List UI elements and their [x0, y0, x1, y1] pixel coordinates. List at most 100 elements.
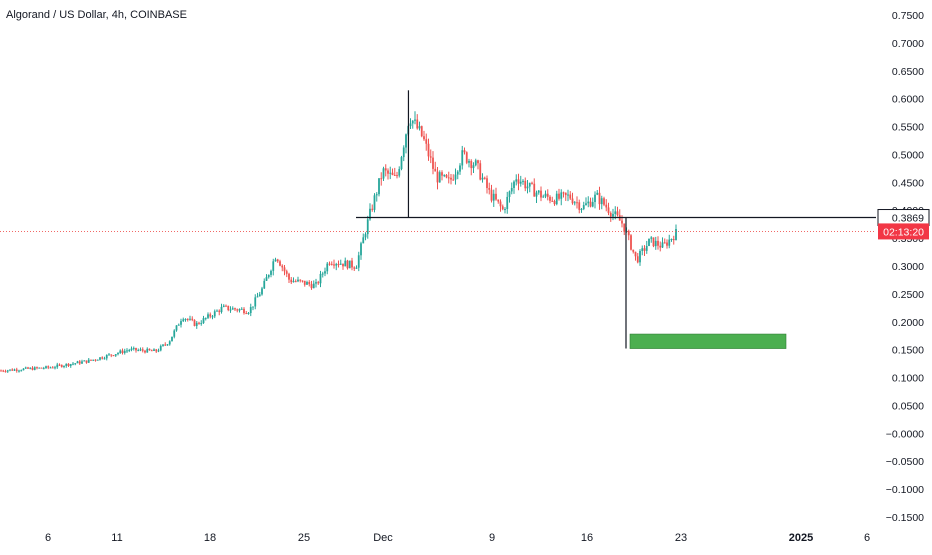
- candle-body: [40, 367, 43, 369]
- candle-body: [576, 202, 578, 204]
- candle-body: [292, 281, 295, 283]
- candle-body: [623, 223, 626, 232]
- candle-body: [429, 156, 432, 158]
- candle-body: [522, 180, 524, 182]
- candle-body: [411, 120, 414, 124]
- candle-body: [207, 314, 209, 318]
- candle-body: [405, 134, 407, 148]
- time-tick-label: 18: [204, 532, 216, 544]
- candle-body: [256, 296, 259, 298]
- candle-body: [420, 126, 423, 137]
- countdown-badge: [878, 223, 929, 240]
- candle-body: [657, 240, 659, 246]
- candle-body: [569, 194, 572, 199]
- candle-body: [416, 119, 419, 129]
- candle-body: [366, 219, 369, 235]
- candle-body: [391, 172, 394, 175]
- candle-body: [580, 208, 583, 210]
- price-tick-label: −0.1000: [886, 484, 924, 496]
- candle-body: [607, 207, 610, 213]
- candle-body: [324, 271, 326, 274]
- candle-body: [591, 202, 594, 207]
- candle-body: [13, 369, 16, 371]
- candle-body: [191, 318, 194, 320]
- candle-body: [29, 367, 32, 369]
- candle-body: [519, 181, 522, 184]
- candle-body: [213, 311, 216, 317]
- candle-body: [418, 126, 421, 129]
- candle-body: [465, 152, 468, 163]
- candle-body: [353, 267, 356, 269]
- candle-body: [479, 163, 482, 180]
- candle-body: [141, 349, 144, 351]
- candle-body: [438, 172, 441, 183]
- candle-body: [58, 364, 61, 366]
- candle-body: [193, 319, 196, 326]
- candle-body: [342, 263, 344, 267]
- candles-layer: [0, 111, 677, 373]
- candle-body: [560, 192, 563, 199]
- time-tick-label: 2025: [789, 532, 813, 544]
- candle-body: [603, 198, 605, 205]
- candle-body: [72, 363, 74, 365]
- candle-body: [339, 263, 342, 265]
- candle-body: [36, 367, 38, 369]
- candle-body: [150, 350, 153, 352]
- candle-body: [472, 165, 475, 169]
- candle-body: [319, 273, 322, 284]
- candle-body: [74, 363, 77, 365]
- candle-body: [636, 256, 639, 263]
- candle-body: [33, 367, 36, 370]
- candle-body: [456, 171, 459, 175]
- candle-body: [445, 174, 448, 178]
- time-tick-label: 25: [298, 532, 310, 544]
- candle-body: [535, 192, 538, 197]
- symbol-title: Algorand / US Dollar, 4h, COINBASE: [6, 9, 187, 21]
- candle-body: [409, 123, 412, 127]
- candle-body: [128, 350, 131, 352]
- candle-body: [650, 237, 653, 239]
- candle-body: [477, 160, 479, 164]
- candle-body: [78, 361, 81, 364]
- candle-body: [225, 305, 227, 307]
- candle-body: [488, 188, 491, 190]
- candle-body: [306, 281, 308, 285]
- candle-body: [666, 242, 668, 246]
- candle-body: [441, 172, 443, 176]
- candle-body: [600, 198, 603, 205]
- candle-body: [261, 288, 263, 295]
- candle-body: [60, 364, 63, 367]
- candle-body: [585, 203, 587, 206]
- candle-body: [92, 359, 95, 361]
- candle-body: [630, 235, 632, 250]
- candle-body: [526, 186, 529, 189]
- candle-body: [182, 319, 185, 322]
- candle-body: [101, 357, 104, 359]
- price-tick-label: 0.0500: [892, 400, 924, 412]
- candle-body: [186, 318, 189, 320]
- candle-body: [605, 204, 608, 208]
- candle-body: [364, 234, 367, 238]
- time-tick-label: 16: [581, 532, 593, 544]
- candle-body: [31, 367, 34, 370]
- candle-body: [582, 205, 585, 209]
- price-tick-label: 0.5500: [892, 122, 924, 134]
- candle-body: [335, 263, 338, 266]
- candle-body: [166, 344, 169, 346]
- candle-body: [384, 168, 387, 171]
- candle-body: [544, 193, 547, 197]
- candle-body: [645, 245, 648, 251]
- candle-body: [461, 150, 464, 166]
- candle-body: [209, 314, 212, 317]
- candle-body: [362, 237, 365, 244]
- candle-body: [216, 310, 218, 312]
- candle-body: [49, 367, 52, 369]
- candle-body: [573, 202, 576, 204]
- candle-body: [596, 192, 599, 195]
- candle-body: [663, 242, 666, 244]
- candle-body: [326, 263, 329, 272]
- candle-body: [87, 359, 90, 363]
- candle-body: [267, 274, 270, 278]
